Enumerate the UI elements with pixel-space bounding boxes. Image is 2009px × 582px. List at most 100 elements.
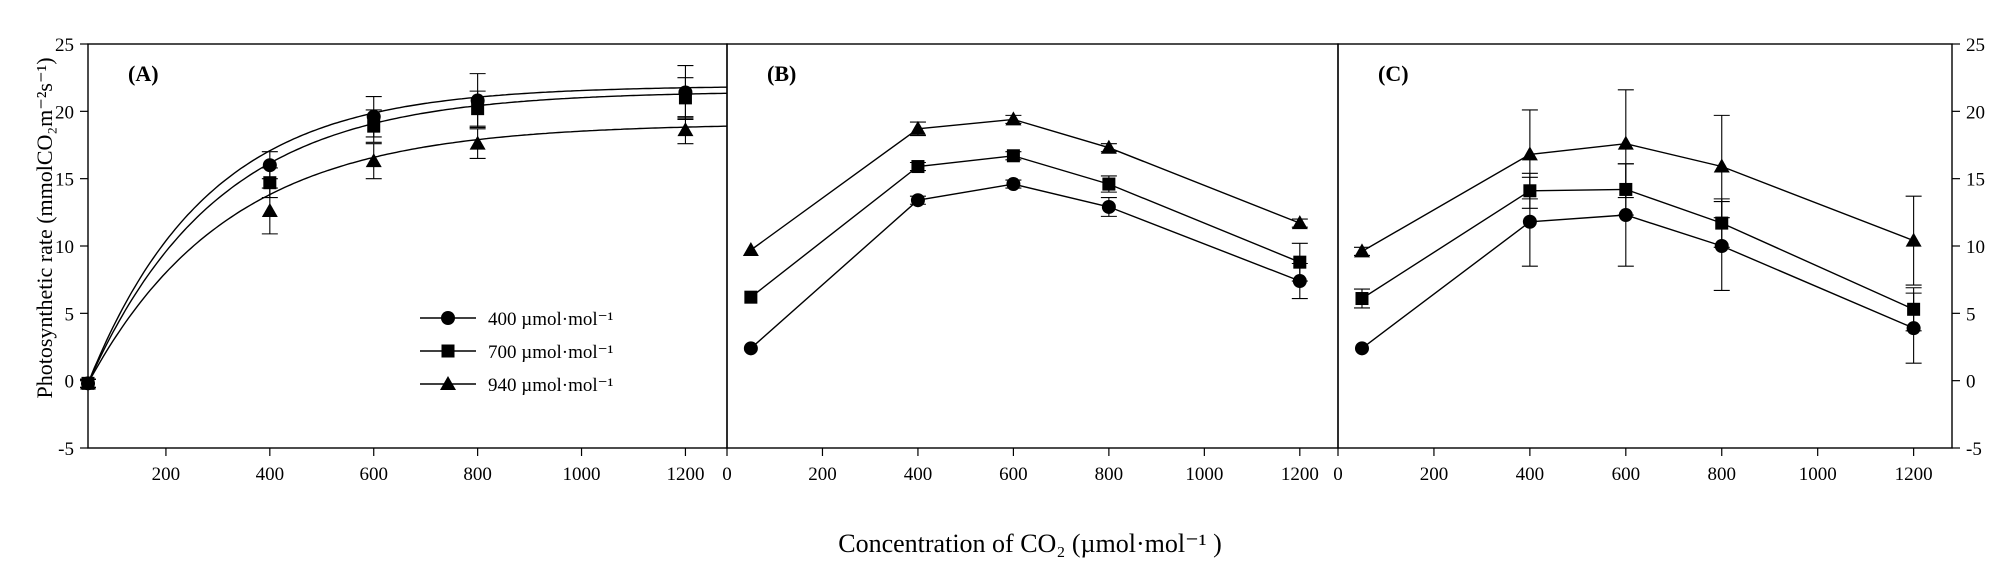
legend-label: 400 µmol·mol⁻¹	[488, 309, 614, 330]
x-tick-label: 200	[152, 464, 181, 485]
legend-marker-triangle	[440, 376, 456, 390]
plot-frame	[1337, 43, 1953, 449]
x-tick-label: 600	[1612, 464, 1641, 485]
series-triangle	[1353, 89, 1922, 286]
panel-label: (C)	[1378, 61, 1409, 86]
y-tick-label-right: 15	[1966, 170, 1985, 191]
legend-item-square: 700 µmol·mol⁻¹	[420, 342, 614, 363]
x-tick-label: 400	[1516, 464, 1545, 485]
x-tick-label: 1200	[1281, 464, 1319, 485]
y-tick-label-right: 25	[1966, 35, 1985, 56]
x-tick-label: 600	[999, 464, 1028, 485]
data-point-triangle	[1100, 139, 1117, 154]
series-square	[1353, 163, 1922, 332]
legend-label: 700 µmol·mol⁻¹	[488, 342, 614, 363]
data-point-square	[367, 119, 381, 133]
x-tick-label: 800	[1708, 464, 1737, 485]
x-tick-label: 200	[808, 464, 837, 485]
data-point-triangle	[469, 135, 486, 150]
series-line	[87, 125, 727, 384]
x-tick-label: 0	[722, 464, 732, 485]
x-tick-label: 200	[1420, 464, 1449, 485]
data-point-triangle	[677, 122, 694, 137]
series-circle	[80, 64, 727, 391]
y-tick-label: -5	[58, 439, 74, 460]
data-point-triangle	[742, 242, 759, 257]
y-tick-label-right: 5	[1966, 304, 1976, 325]
panel-label: (A)	[128, 61, 159, 86]
series-circle	[743, 177, 1308, 356]
data-point-circle	[1354, 341, 1369, 356]
data-point-triangle	[261, 202, 278, 217]
data-point-circle	[910, 193, 925, 208]
x-tick-label: 0	[1333, 464, 1343, 485]
y-tick-label-right: 10	[1966, 237, 1985, 258]
x-axis-title: Concentration of CO₂ (µmol·mol⁻¹ )	[838, 529, 1222, 558]
data-point-triangle	[1617, 135, 1634, 150]
x-tick-label: 400	[256, 464, 285, 485]
y-axis-title: Photosynthetic rate (mmolCO₂m⁻²s⁻¹)	[32, 57, 57, 398]
panel-label: (B)	[767, 61, 796, 86]
y-tick-label-right: 20	[1966, 102, 1985, 123]
series-line	[1361, 214, 1914, 349]
data-point-triangle	[909, 120, 926, 135]
data-point-triangle	[1005, 111, 1022, 126]
series-triangle	[742, 111, 1308, 257]
series-square	[80, 77, 727, 390]
data-point-square	[1102, 177, 1116, 191]
y-tick-label: 10	[55, 237, 74, 258]
data-point-triangle	[80, 375, 96, 390]
x-tick-label: 1200	[1895, 464, 1933, 485]
legend-item-circle: 400 µmol·mol⁻¹	[420, 309, 614, 330]
x-tick-label: 800	[463, 464, 492, 485]
series-line	[750, 183, 1301, 349]
y-tick-label: 25	[55, 35, 74, 56]
x-tick-label: 400	[904, 464, 933, 485]
series-square	[744, 149, 1308, 304]
y-tick-label-right: 0	[1966, 372, 1976, 393]
data-point-square	[1355, 292, 1369, 306]
data-point-square	[263, 176, 277, 190]
data-point-circle	[1006, 177, 1021, 192]
data-point-triangle	[1713, 158, 1730, 173]
y-tick-label-right: -5	[1966, 439, 1982, 460]
series-line	[87, 92, 727, 384]
series-triangle	[80, 116, 727, 390]
data-point-square	[744, 290, 758, 304]
y-tick-label: 0	[65, 372, 75, 393]
data-point-triangle	[1353, 243, 1370, 258]
plot-frame	[87, 43, 728, 449]
x-tick-label: 1000	[1799, 464, 1837, 485]
data-point-square	[678, 91, 692, 105]
data-point-circle	[1101, 199, 1116, 214]
data-point-circle	[1522, 214, 1537, 229]
panel-a: 200 400 600 800 1000 1200 -5 0 5 10 15 20 25 (A)	[55, 35, 728, 485]
y-tick-label: 15	[55, 170, 74, 191]
series-line	[1361, 188, 1914, 310]
panel-c: 0 200 400 600 800 1000 1200 -5 0 5 10 15 20 25 (C)	[1333, 35, 1985, 485]
data-point-triangle	[365, 153, 382, 168]
data-point-square	[1293, 255, 1307, 269]
series-line	[750, 118, 1301, 251]
legend-item-triangle: 940 µmol·mol⁻¹	[420, 375, 614, 396]
legend-marker-circle	[441, 311, 455, 325]
legend: 400 µmol·mol⁻¹ 700 µmol·mol⁻¹ 940 µmol·mol…	[420, 309, 614, 396]
y-tick-label: 20	[55, 102, 74, 123]
x-tick-label: 800	[1095, 464, 1124, 485]
data-point-triangle	[1905, 232, 1922, 247]
data-point-triangle	[1291, 215, 1308, 230]
series-line	[1361, 142, 1914, 253]
data-point-circle	[743, 341, 758, 356]
data-point-square	[1006, 149, 1020, 163]
data-point-square	[1907, 302, 1921, 316]
data-point-triangle	[1521, 146, 1538, 161]
data-point-square	[1715, 216, 1729, 230]
data-point-square	[911, 160, 925, 174]
legend-label: 940 µmol·mol⁻¹	[488, 375, 614, 396]
panel-b: 0 200 400 600 800 1000 1200 (B)	[722, 43, 1339, 485]
y-tick-label: 5	[65, 304, 75, 325]
x-tick-label: 1000	[563, 464, 601, 485]
plot-frame	[726, 43, 1339, 449]
